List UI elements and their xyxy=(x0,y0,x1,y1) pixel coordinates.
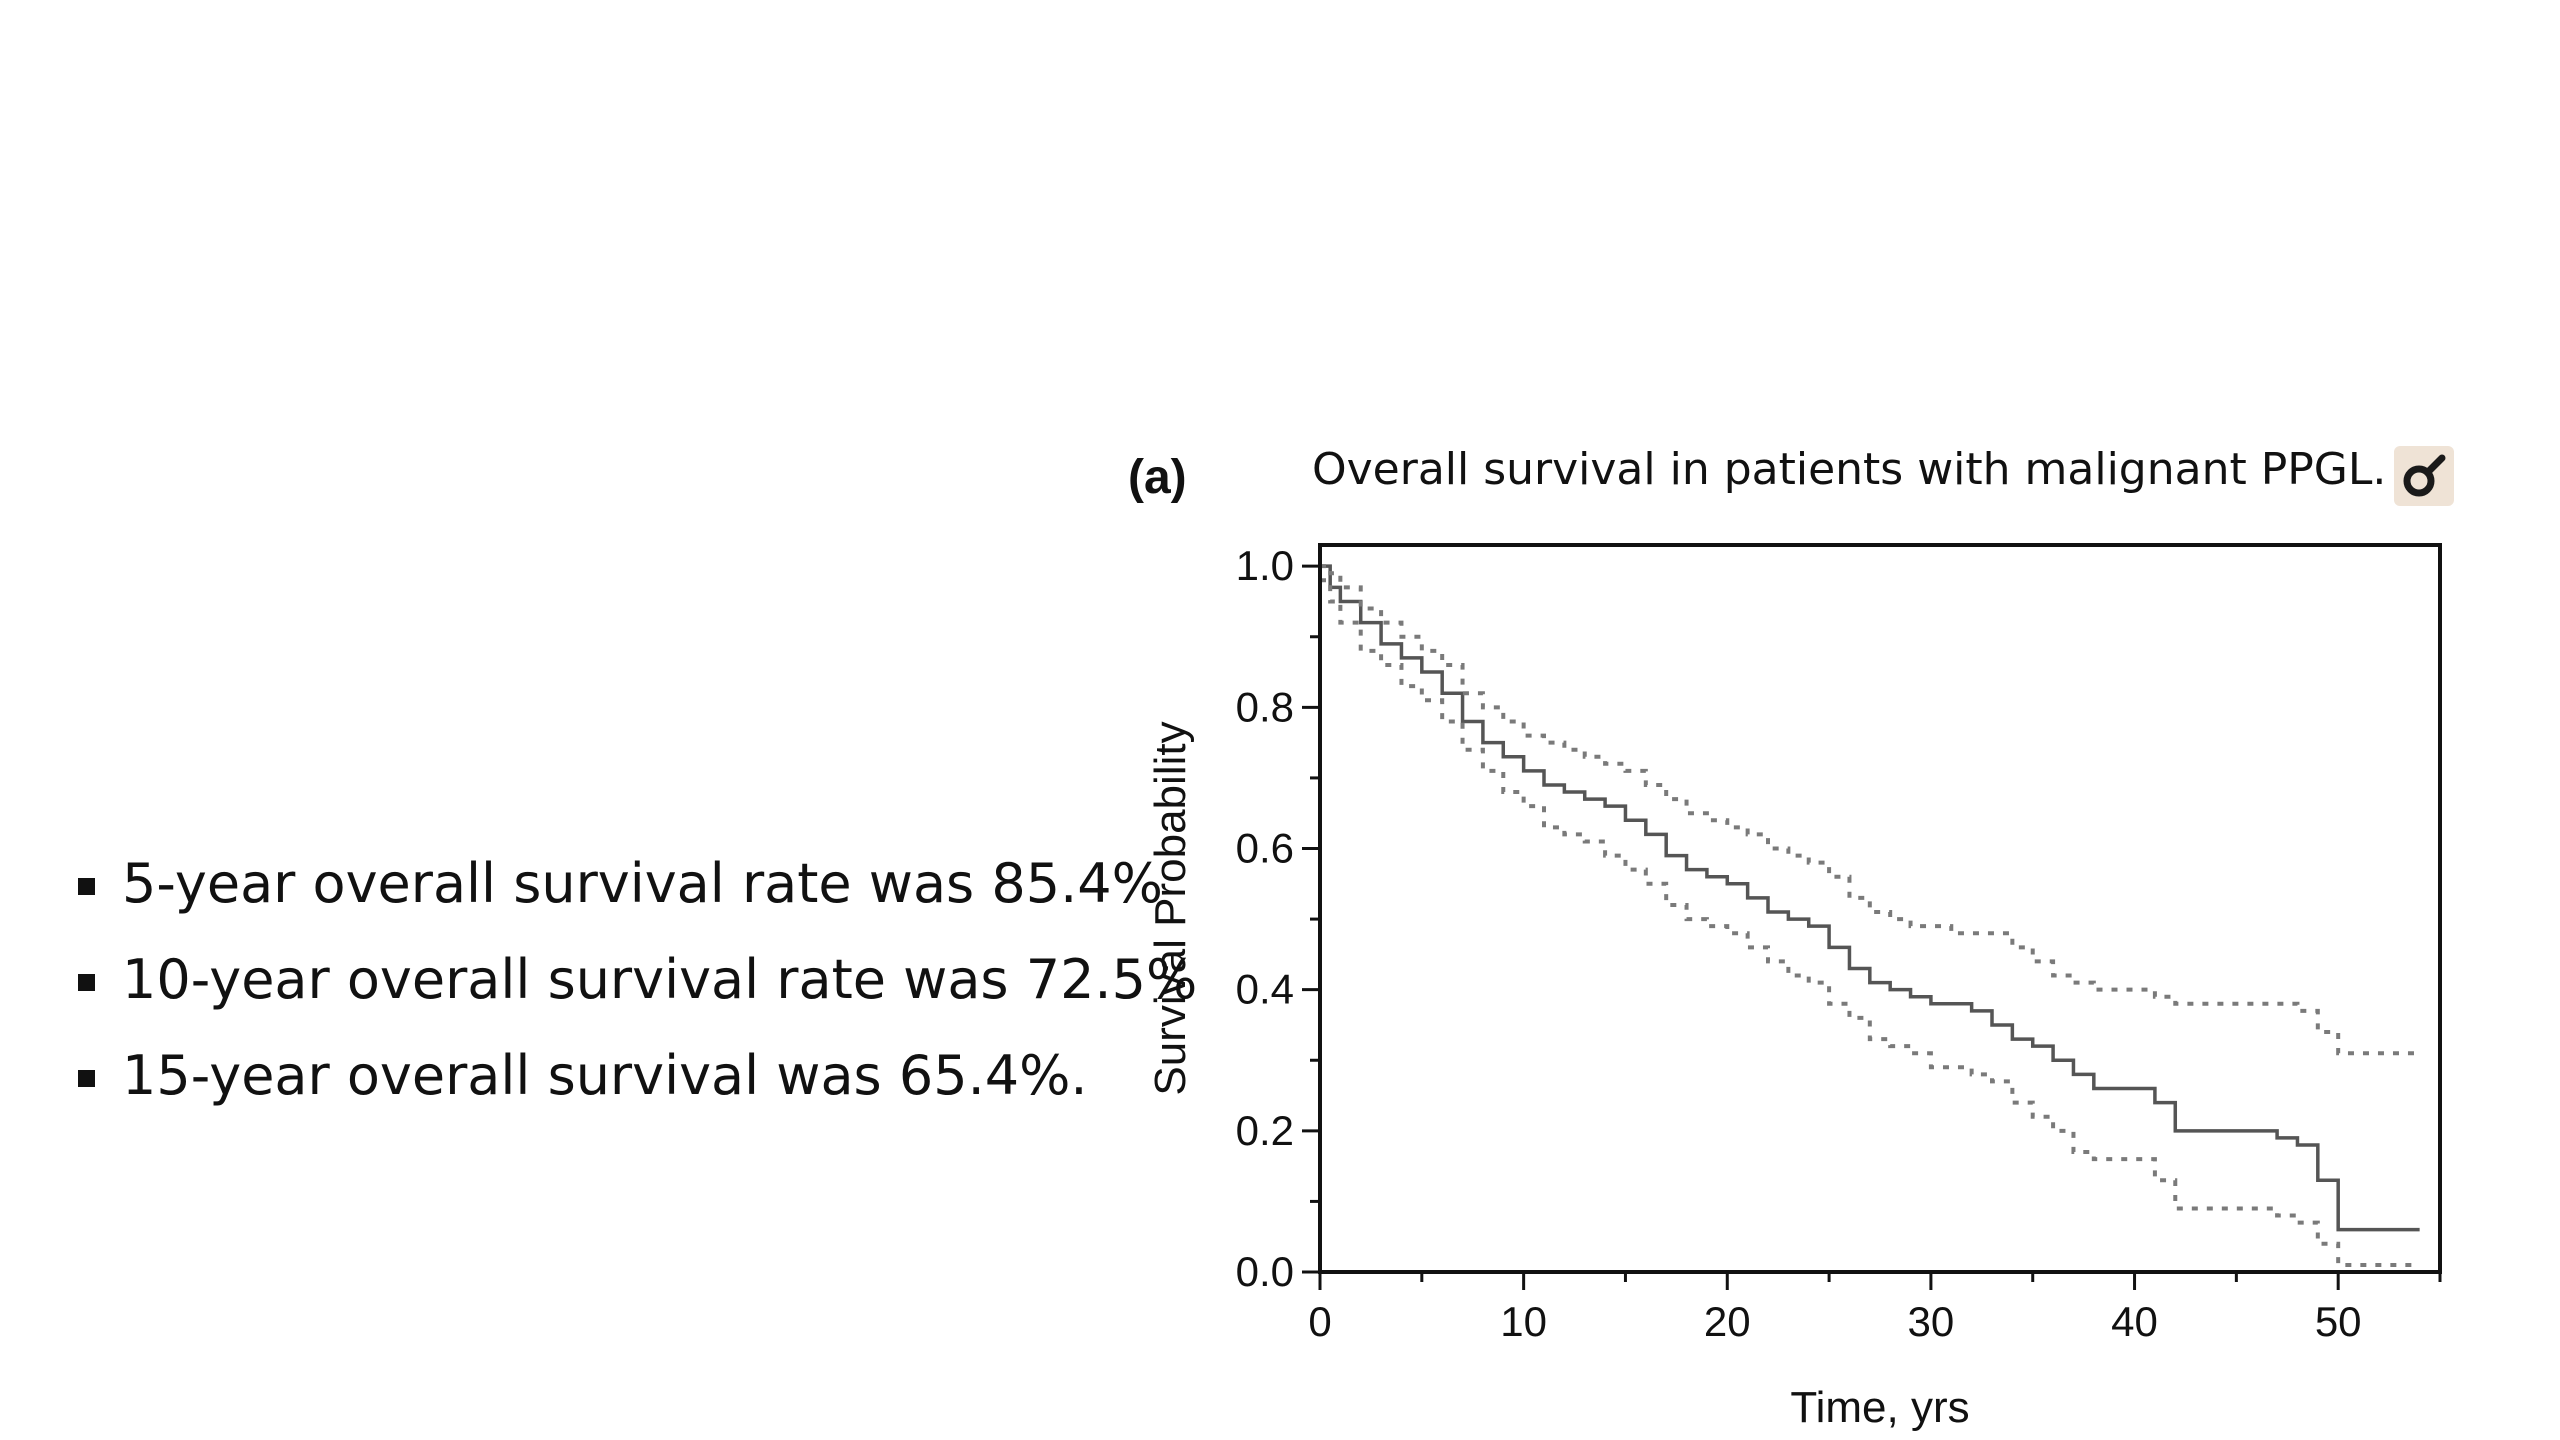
panel-label: (a) xyxy=(1128,451,1187,504)
survival-chart: Survival Probability 0.00.20.40.60.81.00… xyxy=(1146,542,2442,1432)
y-tick-label: 0.2 xyxy=(1236,1107,1294,1154)
bullet-item-5-year: 5-year overall survival rate was 85.4% xyxy=(72,836,1197,932)
y-tick-label: 0.8 xyxy=(1236,683,1294,730)
bullet-square-icon xyxy=(78,1070,95,1087)
upper-confidence-line xyxy=(1320,564,2420,1056)
lower-confidence-line xyxy=(1320,578,2420,1267)
y-tick-label: 1.0 xyxy=(1236,542,1294,589)
x-tick-label: 0 xyxy=(1308,1298,1331,1345)
survival-lines xyxy=(1320,564,2420,1267)
x-tick-label: 50 xyxy=(2315,1298,2362,1345)
bullet-item-15-year: 15-year overall survival was 65.4%. xyxy=(72,1028,1197,1124)
x-tick-label: 40 xyxy=(2111,1298,2158,1345)
chart-title: Overall survival in patients with malign… xyxy=(1312,444,2387,495)
survival-estimate-line xyxy=(1320,564,2420,1232)
x-axis-label: Time, yrs xyxy=(1790,1383,1969,1432)
bullet-text: 10-year overall survival rate was 72.5% xyxy=(122,948,1198,1011)
summary-bullet-list: 5-year overall survival rate was 85.4% 1… xyxy=(72,836,1197,1124)
y-axis-label-group: Survival Probability xyxy=(1146,721,1195,1095)
bullet-square-icon xyxy=(78,878,95,895)
y-tick-label: 0.4 xyxy=(1236,966,1294,1013)
bullet-item-10-year: 10-year overall survival rate was 72.5% xyxy=(72,932,1197,1028)
x-tick-label: 20 xyxy=(1704,1298,1751,1345)
x-tick-label: 30 xyxy=(1908,1298,1955,1345)
bullet-text: 15-year overall survival was 65.4%. xyxy=(122,1044,1088,1107)
plot-frame xyxy=(1318,543,2442,1274)
y-axis-label: Survival Probability xyxy=(1146,721,1195,1095)
bullet-square-icon xyxy=(78,974,95,991)
male-gender-icon xyxy=(2394,446,2454,506)
axis-ticks: 0.0 0.2 0.4 0.6 0.8 1.0 0 10 20 30 40 50 xyxy=(1236,542,2442,1345)
x-tick-label: 10 xyxy=(1500,1298,1547,1345)
bullet-text: 5-year overall survival rate was 85.4% xyxy=(122,852,1163,915)
y-tick-label: 0.0 xyxy=(1236,1248,1294,1295)
y-tick-label: 0.6 xyxy=(1236,825,1294,872)
